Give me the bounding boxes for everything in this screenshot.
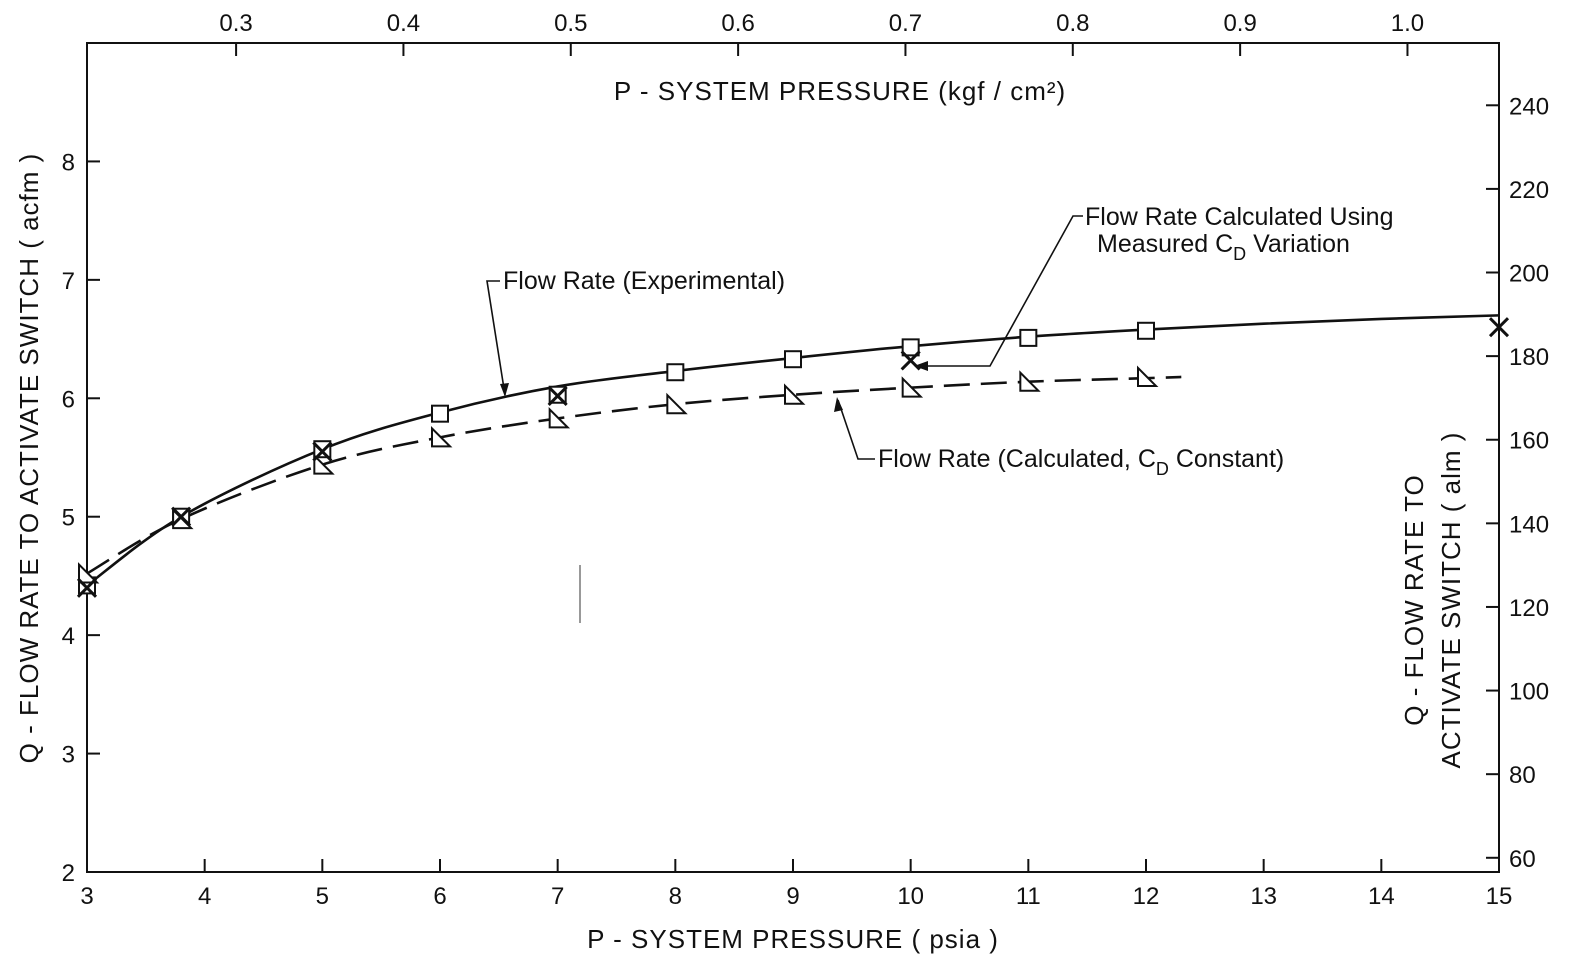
left-y-tick-label: 5 [62, 505, 75, 532]
triangle-marker [1137, 365, 1159, 387]
bottom-x-tick-label: 5 [316, 883, 329, 910]
bottom-x-tick-label: 9 [786, 883, 799, 910]
triangle-marker [784, 383, 806, 405]
leader-experimental [486, 280, 506, 396]
top-x-tick-label: 0.8 [1056, 10, 1089, 37]
x-marker [1488, 317, 1510, 338]
x-marker [547, 385, 568, 406]
top-x-tick-label: 0.3 [219, 10, 252, 37]
left-y-axis: 2 3 4 5 6 7 8 [62, 149, 100, 887]
bottom-x-tick-label: 14 [1368, 883, 1395, 910]
leader-measured-arrow [914, 361, 928, 371]
bottom-x-tick-label: 10 [897, 883, 924, 910]
triangle-marker [313, 453, 335, 475]
top-x-axis-title: P - SYSTEM PRESSURE (kgf / cm²) [614, 76, 1066, 106]
square-marker [666, 363, 685, 382]
triangle-marker [78, 562, 100, 584]
triangle-marker [431, 425, 453, 448]
bottom-x-axis-title: P - SYSTEM PRESSURE ( psia ) [587, 924, 999, 954]
annotation-constant-suffix: Constant) [1169, 445, 1284, 473]
left-y-tick-label: 3 [62, 742, 75, 769]
right-y-tick-label: 100 [1509, 679, 1549, 706]
left-y-axis-title: Q - FLOW RATE TO ACTIVATE SWITCH ( acfm … [14, 153, 44, 764]
bottom-x-tick-label: 8 [669, 883, 682, 910]
annotation-measured-line1: Flow Rate Calculated Using [1085, 203, 1393, 231]
annotation-measured-subscript: D [1233, 244, 1246, 264]
right-y-tick-label: 160 [1509, 428, 1549, 455]
annotation-measured-line2: Measured CD Variation [1097, 230, 1350, 264]
square-marker [431, 404, 449, 423]
right-y-tick-label: 80 [1509, 762, 1536, 789]
right-y-axis-title-line1: Q - FLOW RATE TO [1399, 474, 1429, 725]
plot-frame [86, 42, 1500, 873]
bottom-x-tick-label: 4 [198, 883, 211, 910]
bottom-x-tick-label: 12 [1133, 883, 1160, 910]
leader-experimental-arrow [500, 383, 509, 397]
left-y-tick-label: 4 [62, 623, 75, 650]
triangle-marker [901, 376, 924, 398]
right-y-axis: 60 80 100 120 140 160 180 200 220 240 [1486, 93, 1549, 873]
x-marker [312, 441, 333, 462]
bottom-x-tick-label: 3 [80, 883, 93, 910]
bottom-x-tick-label: 13 [1250, 883, 1277, 910]
top-x-tick-label: 0.6 [721, 10, 754, 37]
series-line-calculated_constant [86, 375, 1182, 575]
bottom-x-tick-label: 15 [1486, 883, 1513, 910]
left-y-tick-label: 7 [62, 268, 75, 295]
right-y-tick-label: 200 [1509, 261, 1549, 288]
top-x-axis: 0.3 0.4 0.5 0.6 0.7 0.8 0.9 1.0 [219, 10, 1424, 56]
leader-measured [922, 215, 1083, 367]
annotation-experimental: Flow Rate (Experimental) [503, 267, 785, 295]
top-x-tick-label: 0.7 [889, 10, 922, 37]
x-marker [76, 577, 98, 598]
left-y-tick-label: 6 [62, 386, 75, 413]
right-y-tick-label: 180 [1509, 344, 1549, 371]
triangle-marker [548, 407, 571, 429]
series-markers [76, 317, 1510, 598]
bottom-x-tick-label: 6 [433, 883, 446, 910]
right-y-tick-label: 60 [1509, 846, 1536, 873]
square-marker [784, 350, 802, 369]
leader-constant-arrow [834, 397, 843, 412]
square-marker [313, 440, 332, 459]
bottom-x-axis: 3 4 5 6 7 8 9 10 11 12 13 14 15 [80, 859, 1512, 910]
annotation-measured-suffix: Variation [1246, 230, 1350, 258]
annotation-constant-subscript: D [1156, 459, 1169, 479]
annotation-constant-text: Flow Rate (Calculated, C [878, 445, 1156, 473]
triangle-marker [666, 392, 688, 415]
top-x-tick-label: 0.4 [387, 10, 420, 37]
left-y-tick-label: 8 [62, 149, 75, 176]
top-x-tick-label: 0.5 [554, 10, 587, 37]
triangle-marker [1019, 370, 1041, 392]
bottom-x-tick-label: 11 [1016, 883, 1041, 910]
square-marker [1019, 328, 1038, 347]
right-y-tick-label: 140 [1509, 511, 1549, 538]
right-y-tick-label: 220 [1509, 177, 1549, 204]
annotation-constant: Flow Rate (Calculated, CD Constant) [878, 445, 1284, 479]
right-y-tick-label: 120 [1509, 595, 1549, 622]
top-x-tick-label: 0.9 [1223, 10, 1256, 37]
right-y-tick-label: 240 [1509, 93, 1549, 120]
x-marker [171, 506, 192, 527]
square-marker [901, 338, 920, 357]
annotation-measured-text: Measured C [1097, 230, 1233, 258]
right-y-axis-title-line2: ACTIVATE SWITCH ( alm ) [1436, 432, 1466, 769]
square-marker [1137, 321, 1155, 340]
leader-constant [837, 399, 875, 460]
bottom-x-tick-label: 7 [551, 883, 564, 910]
top-x-tick-label: 1.0 [1391, 10, 1424, 37]
left-y-tick-label: 2 [62, 860, 75, 887]
